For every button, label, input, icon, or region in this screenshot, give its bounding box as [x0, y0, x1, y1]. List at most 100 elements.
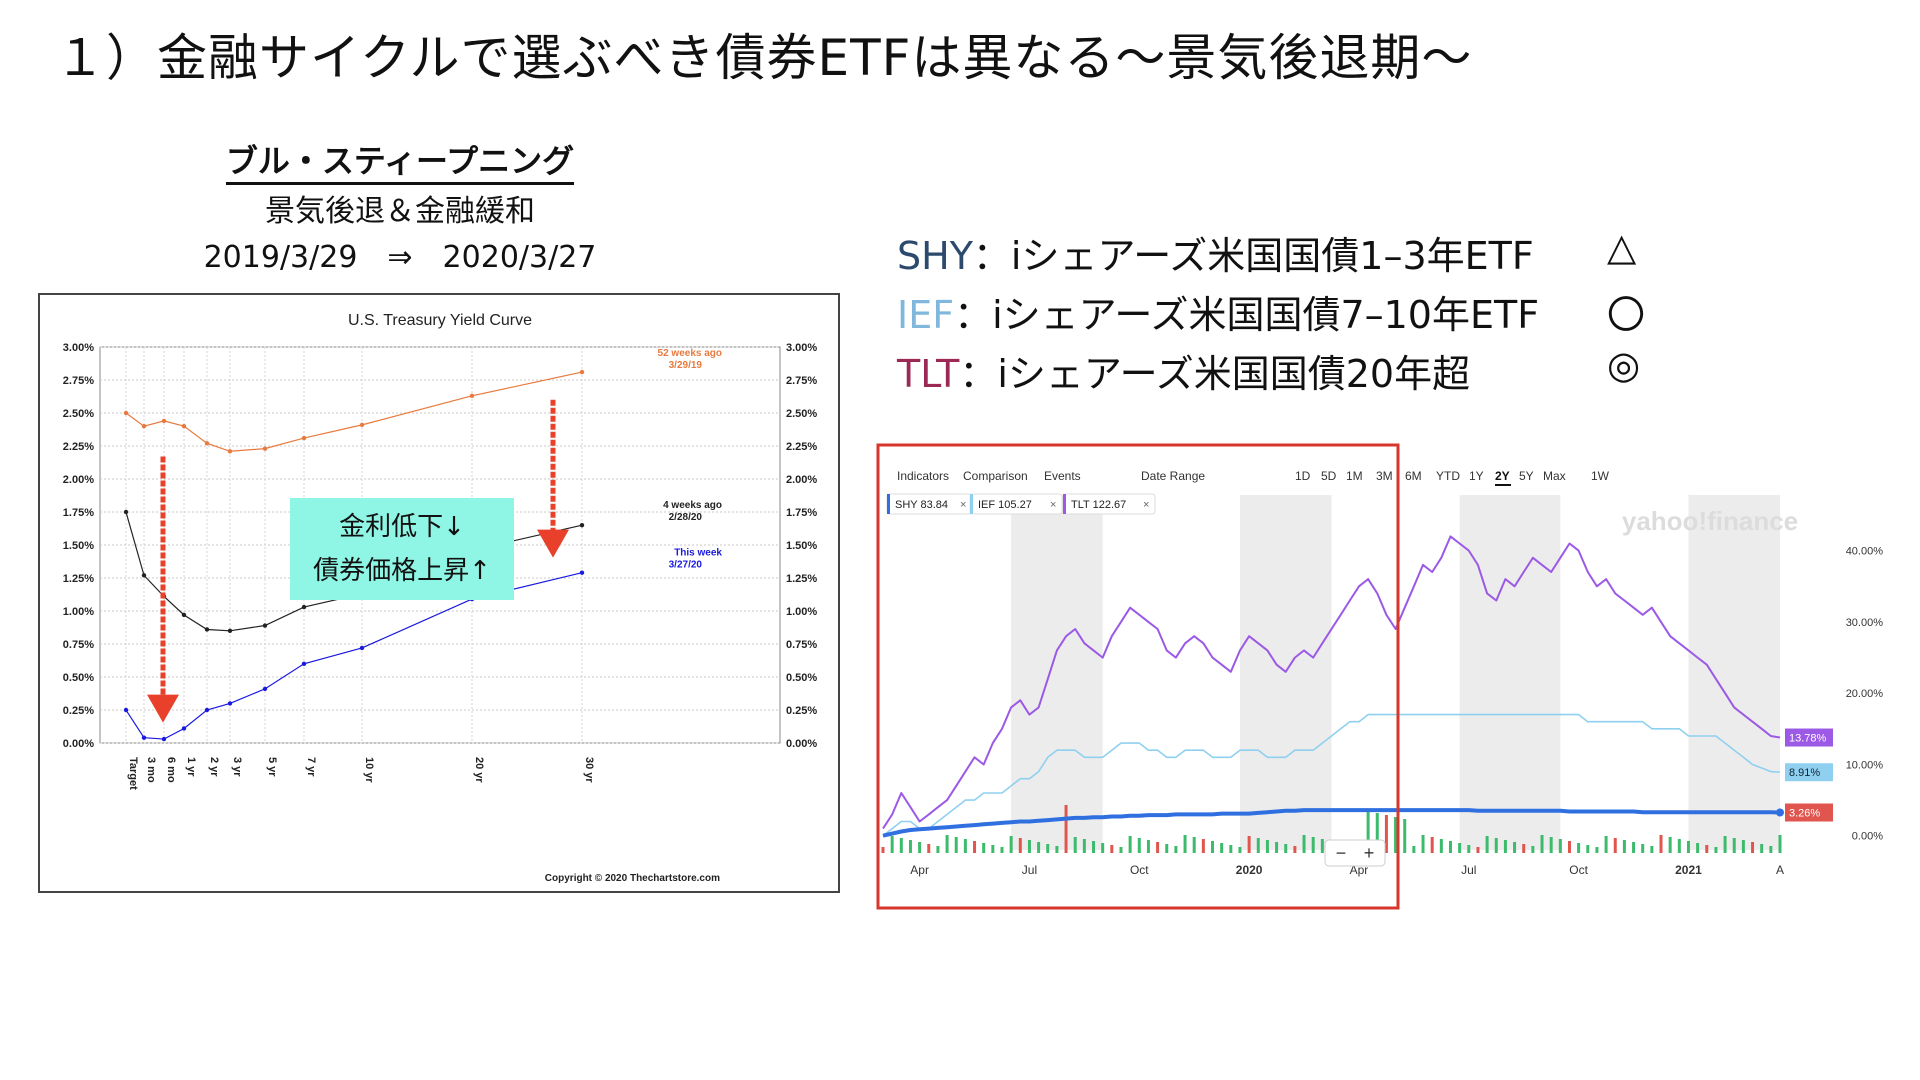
- etf-ticker: SHY: [897, 234, 973, 278]
- y-tick-label: 1.00%: [63, 606, 94, 618]
- volume-bar: [1513, 842, 1517, 853]
- volume-bar: [1686, 841, 1690, 853]
- zoom-control-bg: [1324, 839, 1386, 867]
- volume-bar: [1641, 844, 1645, 853]
- volume-bar: [1430, 837, 1434, 853]
- volume-bar: [1439, 839, 1443, 853]
- data-point: [141, 735, 147, 740]
- data-point: [579, 523, 585, 528]
- x-tick-label: 3 mo: [145, 757, 157, 783]
- y-tick-label: 0.75%: [786, 639, 817, 651]
- etf-performance-chart: Indicators Comparison Events Date Range 1D 5D…: [875, 440, 1890, 910]
- x-tick-label: Target: [127, 757, 139, 790]
- y-tick-label: 40.00%: [1846, 546, 1884, 558]
- data-point: [301, 604, 307, 610]
- x-tick-label: 1 yr: [185, 757, 197, 777]
- etf-desc: ：iシェアーズ米国国債20年超: [959, 352, 1471, 396]
- volume-bar: [1394, 817, 1398, 853]
- arrow-head: [147, 694, 179, 723]
- shade-band: [1011, 495, 1103, 850]
- volume-bar: [1714, 847, 1718, 853]
- volume-bar: [1220, 843, 1224, 853]
- volume-bar: [1073, 837, 1077, 853]
- zoom-out-button: −: [1336, 843, 1347, 863]
- y-tick-label: 2.25%: [63, 441, 94, 453]
- series-date-label: 3/27/20: [669, 559, 703, 570]
- volume-bar: [1494, 838, 1498, 853]
- volume-bar: [982, 843, 986, 853]
- volume-bar: [945, 835, 949, 853]
- data-point: [262, 446, 268, 451]
- data-point: [301, 435, 307, 441]
- volume-bar: [1265, 840, 1269, 853]
- etf-desc: ：iシェアーズ米国国債1–3年ETF: [972, 234, 1534, 278]
- y-tick-label: 0.50%: [786, 672, 817, 684]
- y-axis-right: 0.00% 0.25% 0.50% 0.75% 1.00% 1.25% 1.50% 1.75%…: [786, 342, 817, 750]
- volume-bar: [1027, 840, 1031, 853]
- volume-bar: [1192, 837, 1196, 853]
- volume-bar: [1412, 846, 1416, 853]
- data-point: [123, 410, 129, 416]
- volume-bar: [1256, 838, 1260, 853]
- data-point: [181, 726, 187, 731]
- chip-label: IEF 105.27: [978, 499, 1032, 511]
- data-point: [181, 424, 187, 429]
- data-point: [227, 701, 233, 706]
- ief-end-label: 8.91%: [1789, 767, 1820, 779]
- chart-toolbar: Indicators Comparison Events Date Range 1D 5D…: [897, 469, 1610, 486]
- data-point: [301, 661, 307, 666]
- volume-bar: [1448, 841, 1452, 853]
- x-tick-label: 2 yr: [208, 757, 220, 777]
- watermark: yahoo!finance: [1622, 506, 1798, 536]
- volume-bar: [1558, 839, 1562, 853]
- chip-close-icon: ×: [1050, 499, 1056, 511]
- volume-bar: [1146, 840, 1150, 853]
- data-point: [579, 570, 585, 575]
- volume-bar: [1183, 835, 1187, 853]
- volume-bar: [1613, 838, 1617, 853]
- volume-bar: [1375, 813, 1379, 853]
- volume-bar: [1174, 846, 1178, 853]
- x-tick-label: 5 yr: [266, 757, 278, 777]
- volume-bar: [1293, 846, 1297, 853]
- series-name-label: 52 weeks ago: [658, 348, 722, 359]
- x-tick-label: 10 yr: [363, 757, 375, 783]
- shade-band: [1459, 495, 1561, 850]
- volume-bar: [1421, 835, 1425, 853]
- chip-color-bar: [887, 494, 890, 514]
- data-point: [227, 449, 233, 454]
- volume-bar: [1247, 836, 1251, 853]
- tlt-line: [882, 535, 1781, 830]
- toolbar-item: 2Y: [1495, 469, 1510, 483]
- y-tick-label: 0.00%: [1852, 831, 1883, 843]
- volume-bar: [1229, 845, 1233, 853]
- shade-band: [1688, 495, 1780, 850]
- shy-end-label: 3.26%: [1789, 808, 1820, 820]
- volume-bar: [1531, 846, 1535, 853]
- data-point: [161, 418, 167, 424]
- data-point: [262, 686, 268, 692]
- tlt-end-label: 13.78%: [1789, 733, 1827, 745]
- series-line: [125, 371, 583, 452]
- volume-bar: [1540, 835, 1544, 853]
- end-label-bg: [1785, 728, 1833, 747]
- volume-bar: [1467, 845, 1471, 853]
- chip-color-bar: [970, 494, 973, 514]
- y-tick-label: 10.00%: [1846, 759, 1884, 771]
- x-tick-label: 6 mo: [165, 757, 177, 783]
- toolbar-item: 3M: [1376, 469, 1393, 483]
- y-tick-label: 1.25%: [63, 573, 94, 585]
- data-point: [123, 509, 129, 515]
- chart-title: U.S. Treasury Yield Curve: [348, 312, 532, 329]
- annotation-line-1: 金利低下↓: [339, 512, 465, 542]
- series-name-label: 4 weeks ago: [663, 500, 722, 511]
- volume-bar: [1741, 840, 1745, 853]
- bull-subtitle: 景気後退＆金融緩和: [265, 194, 535, 229]
- volume-bar: [991, 845, 995, 853]
- y-tick-label: 0.00%: [786, 738, 817, 750]
- volume-bar: [1769, 846, 1773, 853]
- etf-legend-shy: SHY：iシェアーズ米国国債1–3年ETF △: [897, 225, 1636, 280]
- volume-bar: [1476, 847, 1480, 853]
- data-point: [181, 612, 187, 618]
- yield-curve-chart: U.S. Treasury Yield Curve 0.00% 0.25% 0.50…: [38, 293, 840, 893]
